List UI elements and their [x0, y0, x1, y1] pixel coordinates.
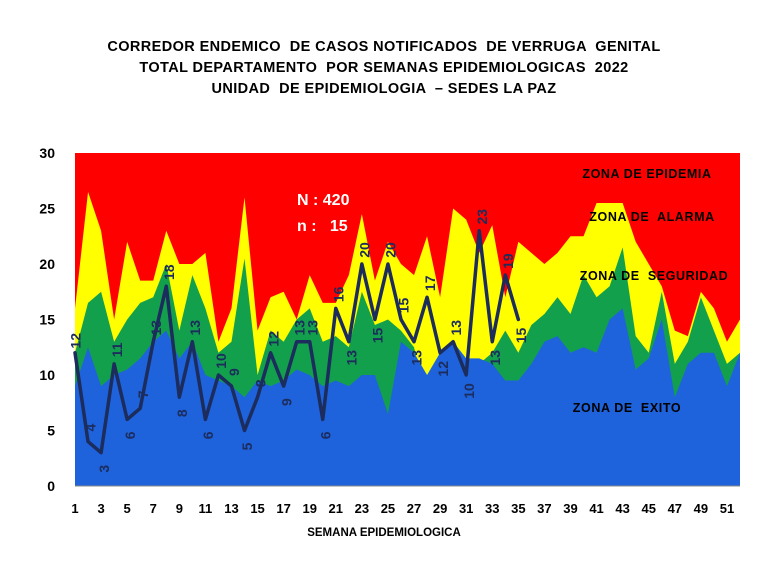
data-label: 13 — [148, 320, 164, 336]
x-tick-label: 43 — [615, 501, 629, 516]
y-tick-label: 0 — [47, 478, 55, 494]
y-tick-label: 5 — [47, 423, 55, 439]
data-label: 20 — [357, 242, 373, 258]
x-tick-label: 51 — [720, 501, 734, 516]
data-label: 13 — [487, 350, 503, 366]
x-tick-label: 41 — [589, 501, 603, 516]
data-label: 15 — [370, 328, 386, 344]
zone-label-zona-de-exito: ZONA DE EXITO — [573, 401, 681, 415]
y-tick-label: 25 — [39, 201, 55, 217]
data-label: 6 — [200, 431, 216, 439]
zone-label-zona-de-epidemia: ZONA DE EPIDEMIA — [582, 167, 711, 181]
data-label: 7 — [135, 390, 151, 398]
data-label: 8 — [174, 409, 190, 417]
x-tick-label: 29 — [433, 501, 447, 516]
x-tick-label: 3 — [97, 501, 104, 516]
x-tick-label: 47 — [668, 501, 682, 516]
data-label: 17 — [422, 275, 438, 291]
data-label: 12 — [68, 333, 84, 349]
data-label: 9 — [278, 398, 294, 406]
x-tick-label: 1 — [71, 501, 78, 516]
cases-line — [73, 228, 521, 455]
chart-title-line-1: CORREDOR ENDEMICO DE CASOS NOTIFICADOS D… — [107, 39, 661, 55]
data-label: 13 — [187, 320, 203, 336]
data-label: 5 — [239, 442, 255, 450]
x-tick-label: 19 — [302, 501, 316, 516]
x-tick-label: 25 — [381, 501, 395, 516]
chart-title-line-2: TOTAL DEPARTAMENTO POR SEMANAS EPIDEMIOL… — [139, 60, 629, 76]
x-tick-label: 21 — [329, 501, 343, 516]
data-label: 6 — [122, 431, 138, 439]
chart-title-line-3: UNIDAD DE EPIDEMIOLOGIA – SEDES LA PAZ — [211, 81, 557, 97]
data-label: 16 — [330, 286, 346, 302]
zone-area-zona-de-exito — [75, 308, 740, 486]
data-label: 13 — [344, 350, 360, 366]
annotation-text: N : 420 — [297, 192, 350, 209]
x-tick-label: 13 — [224, 501, 238, 516]
annotation-text: n : 15 — [297, 218, 348, 235]
x-tick-label: 9 — [176, 501, 183, 516]
x-tick-label: 27 — [407, 501, 421, 516]
x-tick-label: 49 — [694, 501, 708, 516]
data-label: 8 — [252, 379, 268, 387]
x-tick-label: 15 — [250, 501, 264, 516]
data-label: 13 — [291, 320, 307, 336]
x-tick-label: 31 — [459, 501, 473, 516]
data-label: 10 — [461, 383, 477, 399]
data-label: 12 — [265, 331, 281, 347]
x-tick-label: 11 — [199, 501, 213, 516]
x-tick-label: 5 — [124, 501, 131, 516]
data-label: 15 — [396, 298, 412, 314]
y-tick-label: 20 — [39, 256, 55, 272]
x-tick-label: 37 — [537, 501, 551, 516]
data-label: 15 — [513, 328, 529, 344]
zone-label-zona-de-seguridad: ZONA DE SEGURIDAD — [580, 269, 729, 283]
x-tick-label: 17 — [276, 501, 290, 516]
x-axis-label: SEMANA EPIDEMIOLOGICA — [307, 527, 461, 539]
x-tick-label: 35 — [511, 501, 525, 516]
data-label: 13 — [304, 320, 320, 336]
data-label: 3 — [96, 465, 112, 473]
y-tick-label: 15 — [39, 312, 55, 328]
data-label: 20 — [383, 242, 399, 258]
data-label: 18 — [161, 264, 177, 280]
y-tick-label: 10 — [39, 367, 55, 383]
data-label: 23 — [474, 209, 490, 225]
data-label: 12 — [435, 361, 451, 377]
x-tick-label: 33 — [485, 501, 499, 516]
data-label: 6 — [317, 431, 333, 439]
data-label: 19 — [500, 253, 516, 269]
x-tick-label: 23 — [355, 501, 369, 516]
y-tick-label: 30 — [39, 145, 55, 161]
data-label: 13 — [448, 320, 464, 336]
x-tick-label: 45 — [641, 501, 655, 516]
data-label: 10 — [213, 353, 229, 369]
data-label: 13 — [409, 350, 425, 366]
zone-label-zona-de-alarma: ZONA DE ALARMA — [589, 210, 714, 224]
data-label: 4 — [83, 423, 99, 431]
x-tick-label: 7 — [150, 501, 157, 516]
data-label: 11 — [109, 342, 125, 357]
x-tick-label: 39 — [563, 501, 577, 516]
data-label: 9 — [226, 368, 242, 376]
